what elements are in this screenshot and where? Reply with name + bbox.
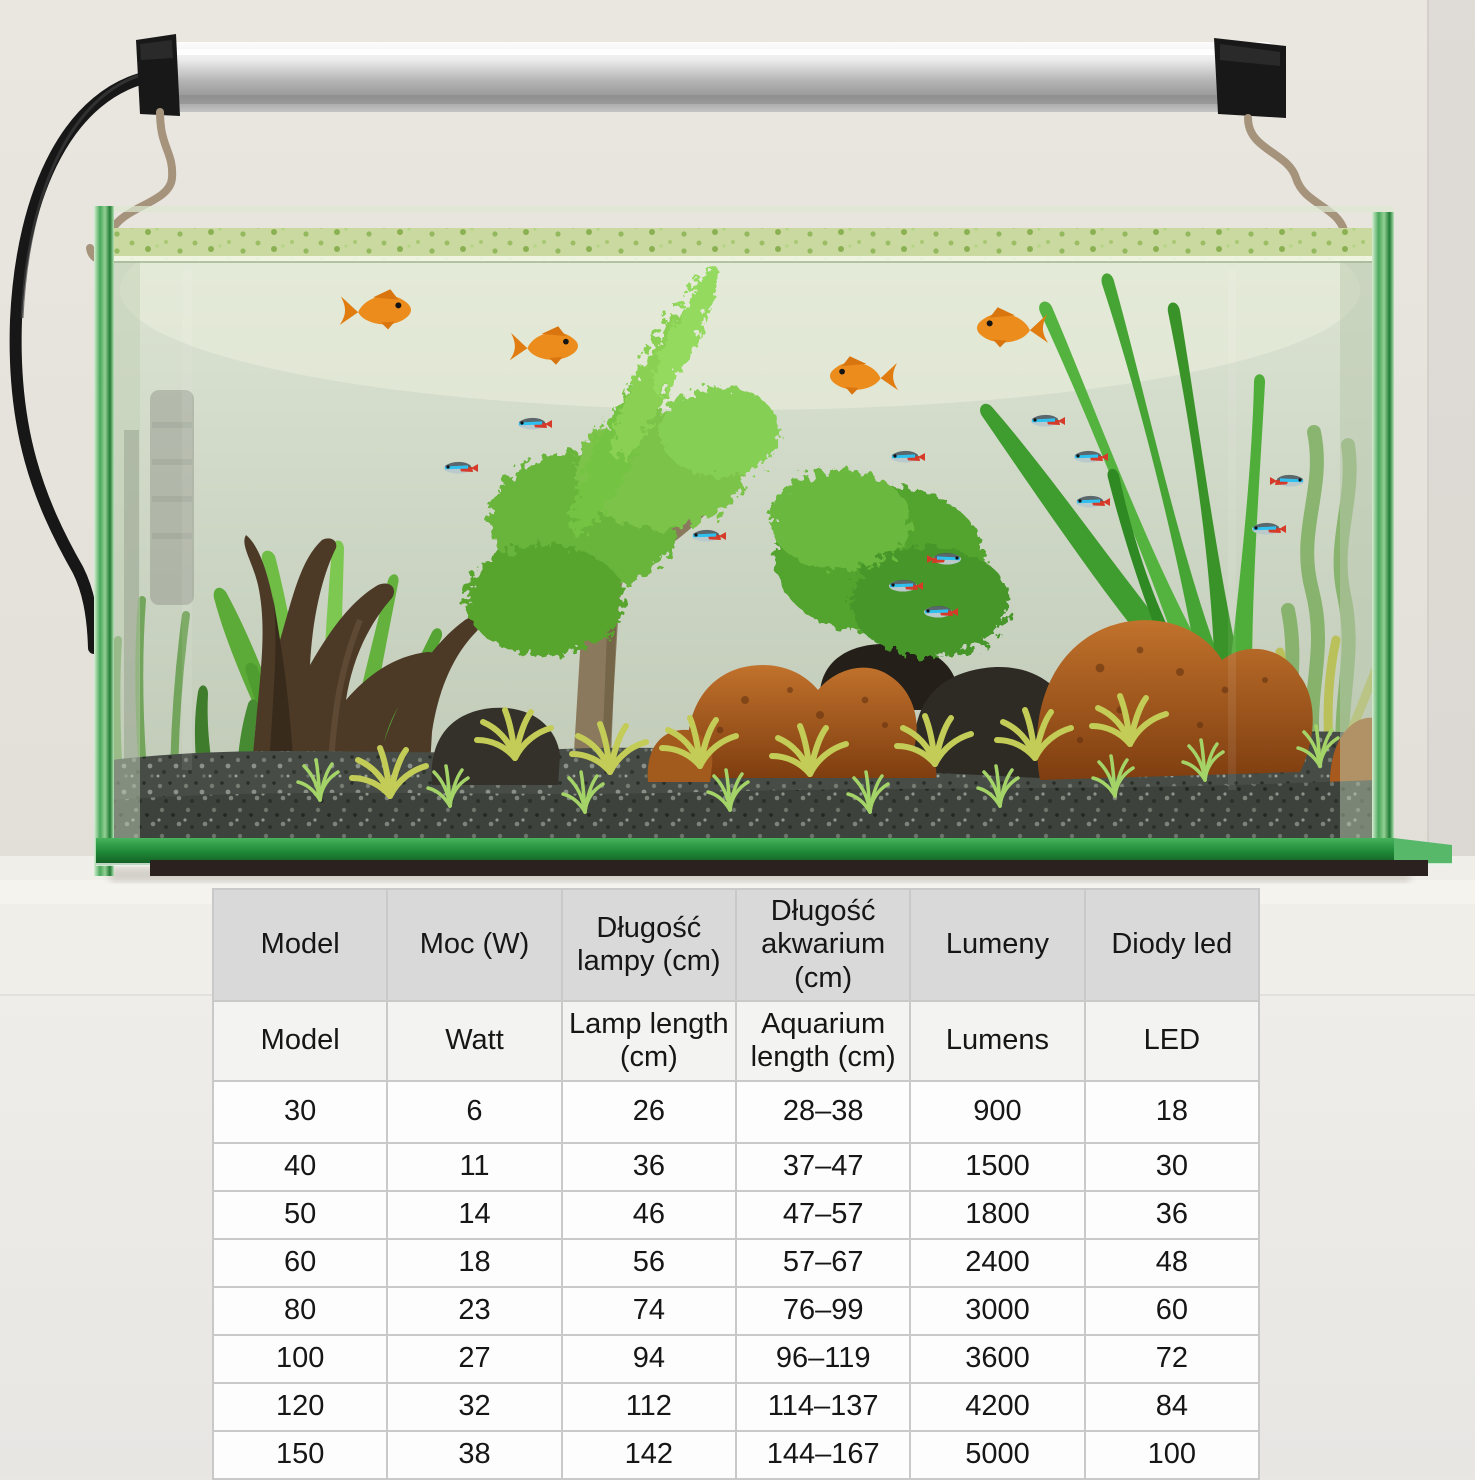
aquarium-tank (94, 206, 1452, 876)
spec-cell: 112 (560, 1382, 737, 1432)
led-lamp-bar (136, 34, 1286, 118)
spec-cell: 84 (1083, 1382, 1261, 1432)
cable-highlight (20, 70, 153, 319)
spec-cell: 900 (909, 1080, 1086, 1144)
spec-cell: 76–99 (734, 1286, 912, 1336)
spec-header-cell: LED (1083, 1000, 1261, 1082)
spec-row: 80 23 74 76–99 3000 60 (211, 1286, 1261, 1336)
spec-cell: 60 (211, 1238, 389, 1288)
spec-header-cell: Lamp length (cm) (560, 1000, 737, 1082)
spec-table-body: 30 6 26 28–38 900 18 40 11 36 37–47 1500 30 50 14 46 47… (211, 1080, 1261, 1480)
spec-cell: 80 (211, 1286, 389, 1336)
spec-cell: 26 (560, 1080, 737, 1144)
spec-header-cell: Diody led (1083, 888, 1261, 1002)
spec-header-cell: Długość akwarium (cm) (734, 888, 912, 1002)
spec-cell: 144–167 (734, 1430, 912, 1480)
tank-base-mat (150, 860, 1428, 876)
spec-cell: 1500 (909, 1142, 1086, 1192)
spec-cell: 100 (211, 1334, 389, 1384)
spec-cell: 28–38 (734, 1080, 912, 1144)
spec-cell: 48 (1083, 1238, 1261, 1288)
spec-cell: 5000 (909, 1430, 1086, 1480)
spec-cell: 60 (1083, 1286, 1261, 1336)
spec-row: 60 18 56 57–67 2400 48 (211, 1238, 1261, 1288)
lava-rocks (647, 620, 1374, 790)
spec-cell: 30 (1083, 1142, 1261, 1192)
spec-header-cell: Model (211, 888, 389, 1002)
spec-cell: 11 (386, 1142, 563, 1192)
spec-table-head: Model Moc (W) Długość lampy (cm) Długość ak… (211, 888, 1261, 1082)
water-surface-algae (98, 228, 1390, 263)
glass-edge-left (94, 206, 114, 876)
spec-cell: 114–137 (734, 1382, 912, 1432)
spec-header-cell: Watt (386, 1000, 563, 1082)
spec-header-cell: Lumens (909, 1000, 1086, 1082)
spec-header-cell: Lumeny (909, 888, 1086, 1002)
spec-cell: 37–47 (734, 1142, 912, 1192)
spec-row: 30 6 26 28–38 900 18 (211, 1080, 1261, 1144)
spec-header-row: Model Watt Lamp length (cm) Aquarium length… (211, 1000, 1261, 1082)
spec-cell: 40 (211, 1142, 389, 1192)
spec-header-row: Model Moc (W) Długość lampy (cm) Długość ak… (211, 888, 1261, 1002)
spec-cell: 27 (386, 1334, 563, 1384)
spec-cell: 120 (211, 1382, 389, 1432)
tank-top-rim (94, 206, 1394, 212)
spec-cell: 3000 (909, 1286, 1086, 1336)
lamp-glow (120, 228, 1360, 410)
spec-cell: 2400 (909, 1238, 1086, 1288)
spec-header-cell: Aquarium length (cm) (734, 1000, 912, 1082)
spec-row: 40 11 36 37–47 1500 30 (211, 1142, 1261, 1192)
spec-cell: 6 (386, 1080, 563, 1144)
spec-cell: 3600 (909, 1334, 1086, 1384)
spec-cell: 1800 (909, 1190, 1086, 1240)
spec-header-cell: Model (211, 1000, 389, 1082)
spec-cell: 74 (560, 1286, 737, 1336)
spec-header-cell: Długość lampy (cm) (560, 888, 737, 1002)
spec-cell: 94 (560, 1334, 737, 1384)
spec-cell: 36 (560, 1142, 737, 1192)
spec-cell: 18 (1083, 1080, 1261, 1144)
spec-cell: 100 (1083, 1430, 1261, 1480)
spec-cell: 46 (560, 1190, 737, 1240)
moss-tree (465, 266, 780, 803)
spec-cell: 36 (1083, 1190, 1261, 1240)
spec-row: 150 38 142 144–167 5000 100 (211, 1430, 1261, 1480)
spec-cell: 30 (211, 1080, 389, 1144)
spec-cell: 23 (386, 1286, 563, 1336)
spec-cell: 150 (211, 1430, 389, 1480)
spec-cell: 14 (386, 1190, 563, 1240)
spec-cell: 47–57 (734, 1190, 912, 1240)
spec-cell: 72 (1083, 1334, 1261, 1384)
spec-cell: 50 (211, 1190, 389, 1240)
spec-cell: 142 (560, 1430, 737, 1480)
spec-cell: 96–119 (734, 1334, 912, 1384)
spec-cell: 56 (560, 1238, 737, 1288)
spec-row: 120 32 112 114–137 4200 84 (211, 1382, 1261, 1432)
spec-cell: 38 (386, 1430, 563, 1480)
glass-base-corner (1394, 838, 1452, 864)
spec-row: 50 14 46 47–57 1800 36 (211, 1190, 1261, 1240)
java-fern-right (980, 273, 1266, 690)
spec-header-cell: Moc (W) (386, 888, 563, 1002)
substrate-gravel-front (112, 780, 1374, 845)
glass-edge-right (1372, 212, 1394, 876)
spec-cell: 4200 (909, 1382, 1086, 1432)
spec-cell: 57–67 (734, 1238, 912, 1288)
spec-cell: 32 (386, 1382, 563, 1432)
spec-row: 100 27 94 96–119 3600 72 (211, 1334, 1261, 1384)
spec-cell: 18 (386, 1238, 563, 1288)
spec-table: Model Moc (W) Długość lampy (cm) Długość ak… (211, 888, 1261, 1480)
